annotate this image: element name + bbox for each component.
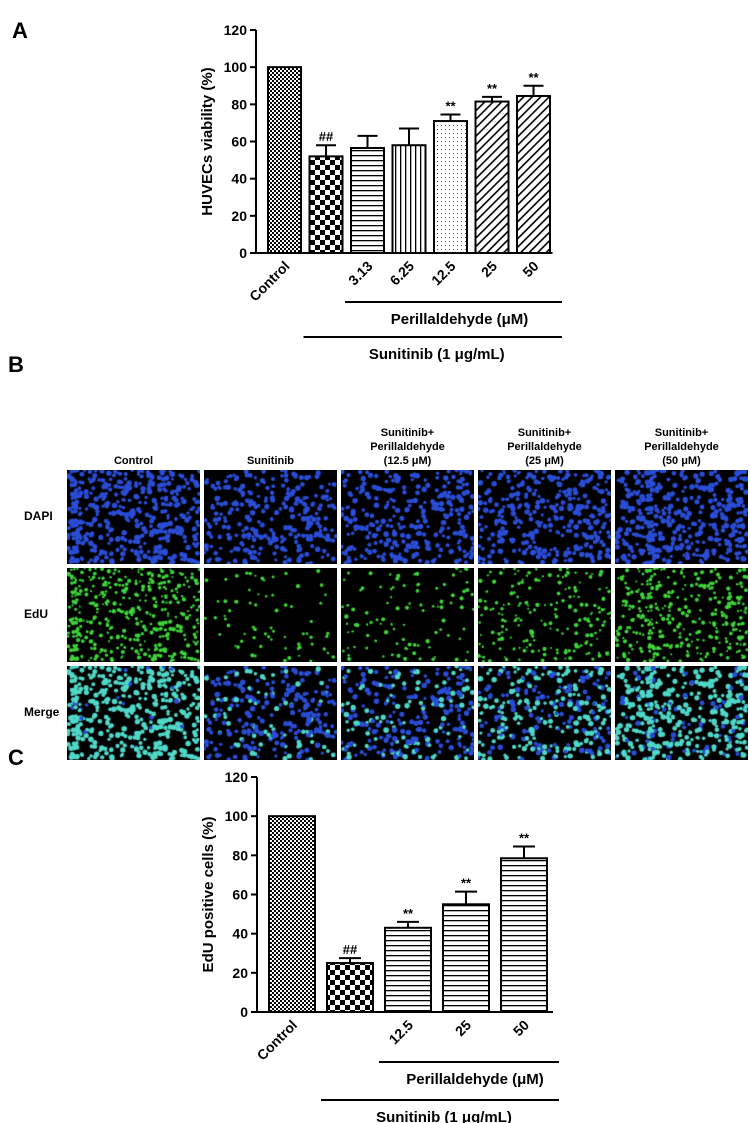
significance-label: ** — [403, 906, 414, 921]
y-tick-label: 80 — [231, 96, 247, 112]
y-tick-label: 0 — [240, 1004, 248, 1020]
significance-label: ** — [519, 831, 530, 846]
micrograph-merge — [204, 666, 337, 760]
panel-letter-b: B — [8, 352, 24, 377]
y-tick-label: 20 — [231, 208, 247, 224]
column-header: Sunitinib+ Perillaldehyde (50 μM) — [644, 427, 719, 467]
bar-25 — [442, 903, 490, 1014]
panel-letter-c: C — [8, 745, 24, 770]
micrograph-edu — [341, 568, 474, 662]
x-category-label: Control — [254, 1017, 301, 1064]
group-label-perillaldehyde: Perillaldehyde (μM) — [391, 311, 529, 328]
chart-panel-a: 0 20 40 60 80 100 120 HUVECs viability (%) Contr… — [199, 22, 562, 363]
y-tick-label: 0 — [239, 245, 247, 261]
y-tick-label: 100 — [225, 808, 249, 824]
bar-6-25 — [391, 144, 427, 254]
column-header: Control — [113, 455, 154, 467]
column-header: Sunitinib+ Perillaldehyde (25 μM) — [507, 427, 582, 467]
bar-25 — [474, 100, 510, 254]
row-header: EdU — [24, 607, 48, 621]
x-category-label: 25 — [478, 258, 500, 280]
bar-control — [268, 815, 316, 1013]
x-category-label: 12.5 — [386, 1017, 417, 1048]
group-label-sunitinib: Sunitinib (1 μg/mL) — [376, 1109, 512, 1123]
micrograph-merge — [478, 666, 611, 760]
group-label-perillaldehyde: Perillaldehyde (μM) — [406, 1071, 544, 1088]
y-tick-label: 20 — [232, 965, 248, 981]
significance-label: ** — [445, 99, 456, 114]
row-header: DAPI — [24, 509, 53, 523]
microscopy-panel-b: Control Sunitinib Sunitinib+ Perillaldehyd… — [0, 375, 750, 760]
column-header: Sunitinib+ Perillaldehyde (12.5 μM) — [370, 427, 445, 467]
micrograph-dapi — [67, 470, 200, 564]
micrograph-merge — [615, 666, 748, 760]
significance-label: ## — [319, 129, 334, 144]
micrograph-merge — [67, 666, 200, 760]
micrograph-dapi — [341, 470, 474, 564]
micrograph-merge — [341, 666, 474, 760]
x-category-label: 6.25 — [387, 258, 418, 289]
row-header: Merge — [24, 705, 60, 719]
x-category-label: Control — [246, 258, 293, 305]
y-tick-label: 120 — [225, 769, 249, 785]
bar-12-5 — [433, 120, 468, 254]
y-axis-title: EdU positive cells (%) — [200, 817, 217, 973]
bar-control — [267, 66, 302, 254]
significance-label: ** — [487, 81, 498, 96]
x-category-label: 50 — [510, 1017, 532, 1039]
y-tick-label: 60 — [231, 134, 247, 150]
bar-3-13 — [350, 147, 385, 254]
micrograph-edu — [615, 568, 748, 662]
bar-50 — [516, 94, 551, 254]
y-tick-label: 40 — [231, 171, 247, 187]
group-label-sunitinib: Sunitinib (1 μg/mL) — [369, 346, 505, 363]
micrograph-edu — [204, 568, 337, 662]
x-category-label: 25 — [452, 1017, 474, 1039]
y-tick-label: 120 — [224, 22, 248, 38]
bar-sunitinib — [308, 155, 344, 254]
chart-panel-c: 0 20 40 60 80 100 120 EdU positive cells (%) Con… — [200, 769, 559, 1123]
x-category-label: 12.5 — [428, 258, 459, 289]
x-category-label: 3.13 — [345, 258, 376, 289]
significance-label: ** — [461, 876, 472, 891]
column-header: Sunitinib — [246, 455, 295, 467]
bar-12-5 — [384, 926, 432, 1014]
bar-50 — [500, 857, 548, 1014]
significance-label: ** — [528, 70, 539, 85]
micrograph-dapi — [204, 470, 337, 564]
y-tick-label: 100 — [224, 59, 248, 75]
x-category-label: 50 — [519, 258, 541, 280]
micrograph-dapi — [615, 470, 748, 564]
y-tick-label: 80 — [232, 847, 248, 863]
panel-letter-a: A — [12, 18, 28, 43]
micrograph-edu — [67, 568, 200, 662]
y-tick-label: 40 — [232, 926, 248, 942]
y-tick-label: 60 — [232, 887, 248, 903]
micrograph-edu — [478, 568, 611, 662]
significance-label: ## — [343, 942, 358, 957]
y-axis-title: HUVECs viability (%) — [199, 67, 216, 215]
bar-sunitinib — [326, 962, 374, 1014]
micrograph-dapi — [478, 470, 611, 564]
